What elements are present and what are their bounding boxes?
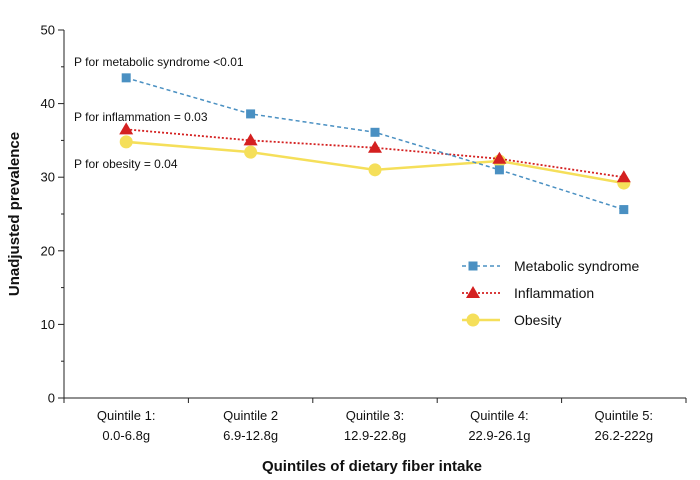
legend-marker-triangle bbox=[466, 286, 480, 298]
y-axis-title: Unadjusted prevalence bbox=[6, 132, 23, 296]
data-point-obesity bbox=[244, 145, 258, 159]
data-point-metabolic-syndrome bbox=[370, 127, 380, 137]
legend-item-metabolic-syndrome: Metabolic syndrome bbox=[462, 258, 639, 274]
series-inflammation bbox=[119, 122, 631, 183]
y-tick-label: 0 bbox=[48, 391, 55, 406]
annotation-obesity-p: P for obesity = 0.04 bbox=[74, 157, 178, 171]
x-category-label: Quintile 5: bbox=[595, 408, 654, 423]
x-axis-title: Quintiles of dietary fiber intake bbox=[262, 458, 482, 475]
x-category-label: Quintile 4: bbox=[470, 408, 529, 423]
data-point-metabolic-syndrome bbox=[494, 165, 504, 175]
data-point-inflammation bbox=[616, 170, 631, 183]
x-category-sublabel: 26.2-222g bbox=[595, 428, 654, 443]
x-category-sublabel: 22.9-26.1g bbox=[468, 428, 530, 443]
legend-item-inflammation: Inflammation bbox=[462, 285, 594, 301]
series-obesity bbox=[119, 135, 631, 190]
y-tick-label: 20 bbox=[41, 243, 55, 258]
annotation-inflammation-p: P for inflammation = 0.03 bbox=[74, 110, 208, 124]
data-point-obesity bbox=[119, 135, 133, 149]
legend-label: Inflammation bbox=[514, 285, 594, 301]
x-category-sublabel: 12.9-22.8g bbox=[344, 428, 406, 443]
data-point-metabolic-syndrome bbox=[121, 73, 131, 83]
legend: Metabolic syndrome Inflammation Obesity bbox=[462, 258, 639, 328]
x-category-label: Quintile 2 bbox=[223, 408, 278, 423]
data-point-metabolic-syndrome bbox=[246, 109, 256, 119]
x-category-sublabel: 0.0-6.8g bbox=[102, 428, 150, 443]
x-category-sublabel: 6.9-12.8g bbox=[223, 428, 278, 443]
data-point-obesity bbox=[368, 163, 382, 177]
data-point-inflammation bbox=[119, 122, 134, 135]
legend-marker-circle bbox=[466, 313, 480, 327]
y-tick-label: 50 bbox=[41, 23, 55, 38]
x-category-label: Quintile 3: bbox=[346, 408, 405, 423]
y-tick-label: 10 bbox=[41, 317, 55, 332]
legend-marker-square bbox=[468, 261, 478, 271]
annotation-metabolic-p: P for metabolic syndrome <0.01 bbox=[74, 55, 244, 69]
data-point-inflammation bbox=[243, 133, 258, 146]
data-point-inflammation bbox=[492, 151, 507, 164]
data-point-metabolic-syndrome bbox=[619, 205, 629, 215]
legend-label: Metabolic syndrome bbox=[514, 258, 639, 274]
data-point-inflammation bbox=[368, 140, 382, 153]
y-tick-label: 30 bbox=[41, 170, 55, 185]
legend-item-obesity: Obesity bbox=[462, 312, 561, 328]
y-tick-label: 40 bbox=[41, 96, 55, 111]
legend-label: Obesity bbox=[514, 312, 561, 328]
x-category-label: Quintile 1: bbox=[97, 408, 156, 423]
series-metabolic-syndrome bbox=[121, 73, 629, 215]
